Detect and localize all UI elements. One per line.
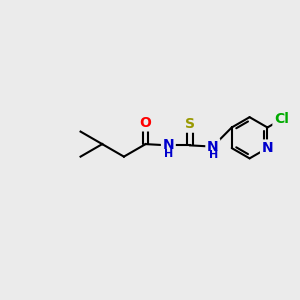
Text: N: N xyxy=(262,141,273,155)
Text: Cl: Cl xyxy=(274,112,289,126)
Text: O: O xyxy=(140,116,152,130)
Text: N: N xyxy=(163,138,174,152)
Text: H: H xyxy=(164,148,174,159)
Text: S: S xyxy=(185,117,195,131)
Text: H: H xyxy=(209,150,218,160)
Text: N: N xyxy=(207,140,219,154)
